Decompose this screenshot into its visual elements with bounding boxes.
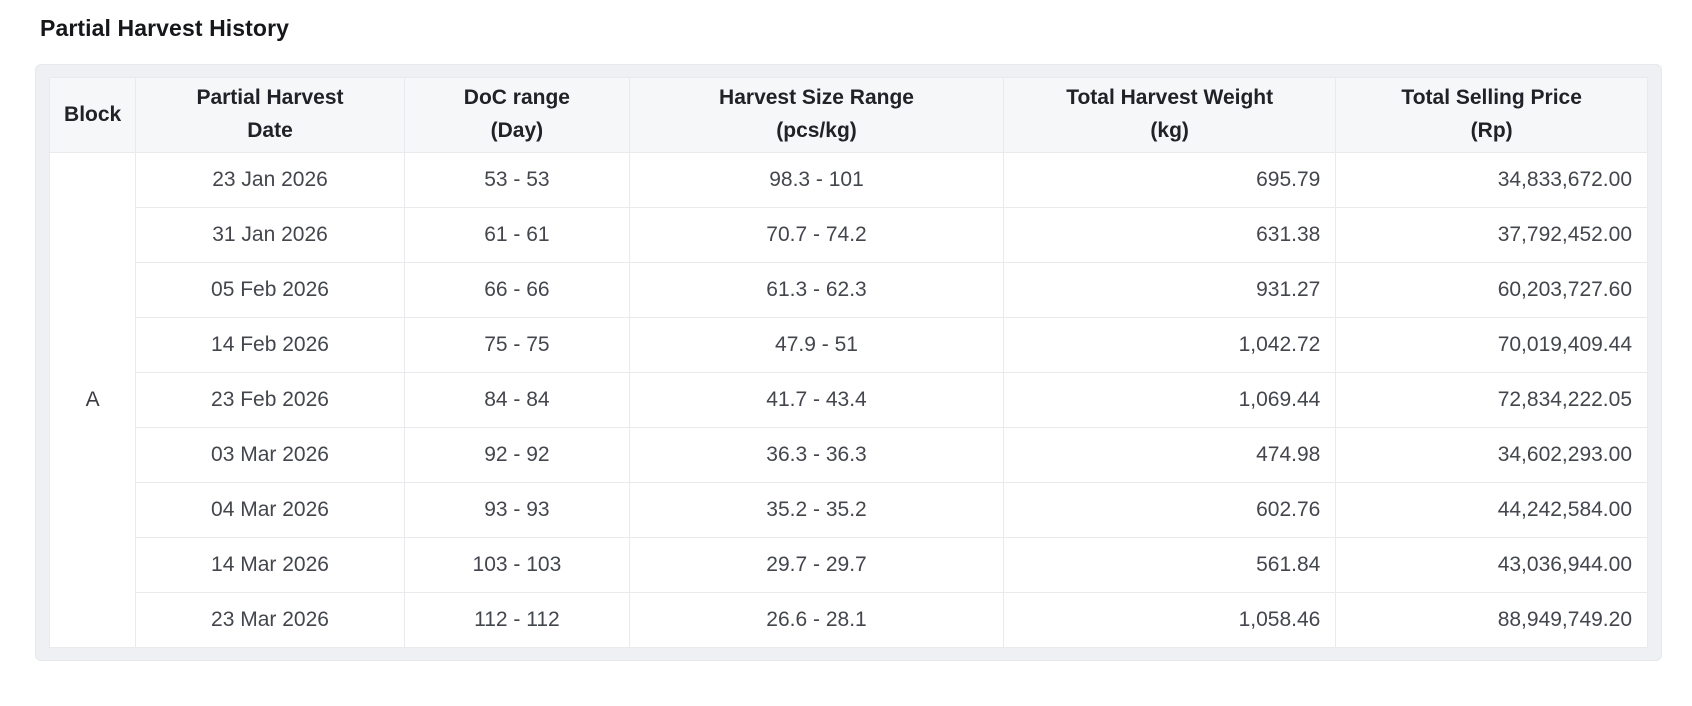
price-cell: 34,602,293.00: [1335, 427, 1648, 483]
size-range-cell: 29.7 - 29.7: [629, 537, 1004, 593]
size-range-cell: 26.6 - 28.1: [629, 592, 1004, 648]
date-cell: 05 Feb 2026: [135, 262, 405, 318]
size-range-cell: 98.3 - 101: [629, 152, 1004, 208]
doc-range-cell: 75 - 75: [403, 317, 631, 373]
block-cell: A: [48, 152, 137, 648]
table-row: A 23 Jan 2026 53 - 53 98.3 - 101 695.79 …: [48, 152, 1648, 648]
price-cell: 37,792,452.00: [1335, 207, 1648, 263]
weight-cell: 1,042.72: [1002, 317, 1337, 373]
column-header-weight: Total Harvest Weight (kg): [1002, 77, 1337, 153]
price-cell: 70,019,409.44: [1335, 317, 1648, 373]
price-cell: 72,834,222.05: [1335, 372, 1648, 428]
weight-cell: 474.98: [1002, 427, 1337, 483]
table-row: 04 Mar 2026 93 - 93 35.2 - 35.2 602.76 4…: [50, 482, 1648, 538]
doc-range-cell: 112 - 112: [403, 592, 631, 648]
table-row: 23 Feb 2026 84 - 84 41.7 - 43.4 1,069.44…: [50, 372, 1648, 428]
date-cell: 31 Jan 2026: [135, 207, 405, 263]
doc-range-cell: 84 - 84: [403, 372, 631, 428]
doc-range-cell: 92 - 92: [403, 427, 631, 483]
size-range-cell: 35.2 - 35.2: [629, 482, 1004, 538]
weight-cell: 1,058.46: [1002, 592, 1337, 648]
price-cell: 60,203,727.60: [1335, 262, 1648, 318]
column-header-block: Block: [48, 77, 137, 153]
date-cell: 23 Feb 2026: [135, 372, 405, 428]
doc-range-cell: 53 - 53: [403, 152, 631, 208]
table-row: 03 Mar 2026 92 - 92 36.3 - 36.3 474.98 3…: [50, 427, 1648, 483]
date-cell: 14 Feb 2026: [135, 317, 405, 373]
date-cell: 04 Mar 2026: [135, 482, 405, 538]
doc-range-cell: 66 - 66: [403, 262, 631, 318]
partial-harvest-table: Block Partial Harvest Date DoC range (Da…: [48, 77, 1648, 648]
date-cell: 03 Mar 2026: [135, 427, 405, 483]
weight-cell: 931.27: [1002, 262, 1337, 318]
doc-range-cell: 61 - 61: [403, 207, 631, 263]
table-row: 14 Mar 2026 103 - 103 29.7 - 29.7 561.84…: [50, 537, 1648, 593]
price-cell: 43,036,944.00: [1335, 537, 1648, 593]
column-header-size-range: Harvest Size Range (pcs/kg): [629, 77, 1004, 153]
size-range-cell: 36.3 - 36.3: [629, 427, 1004, 483]
harvest-table-frame: Block Partial Harvest Date DoC range (Da…: [35, 64, 1662, 661]
weight-cell: 631.38: [1002, 207, 1337, 263]
table-header: Block Partial Harvest Date DoC range (Da…: [48, 77, 1648, 153]
doc-range-cell: 93 - 93: [403, 482, 631, 538]
column-header-date: Partial Harvest Date: [135, 77, 405, 153]
date-cell: 14 Mar 2026: [135, 537, 405, 593]
table-row: 23 Mar 2026 112 - 112 26.6 - 28.1 1,058.…: [50, 592, 1648, 648]
size-range-cell: 41.7 - 43.4: [629, 372, 1004, 428]
table-row: 14 Feb 2026 75 - 75 47.9 - 51 1,042.72 7…: [50, 317, 1648, 373]
table-row: 05 Feb 2026 66 - 66 61.3 - 62.3 931.27 6…: [50, 262, 1648, 318]
date-cell: 23 Jan 2026: [135, 152, 405, 208]
weight-cell: 695.79: [1002, 152, 1337, 208]
date-cell: 23 Mar 2026: [135, 592, 405, 648]
size-range-cell: 47.9 - 51: [629, 317, 1004, 373]
column-header-price: Total Selling Price (Rp): [1335, 77, 1648, 153]
price-cell: 88,949,749.20: [1335, 592, 1648, 648]
doc-range-cell: 103 - 103: [403, 537, 631, 593]
header-row: Block Partial Harvest Date DoC range (Da…: [48, 77, 1648, 153]
size-range-cell: 61.3 - 62.3: [629, 262, 1004, 318]
table-row: 31 Jan 2026 61 - 61 70.7 - 74.2 631.38 3…: [50, 207, 1648, 263]
weight-cell: 1,069.44: [1002, 372, 1337, 428]
weight-cell: 561.84: [1002, 537, 1337, 593]
price-cell: 34,833,672.00: [1335, 152, 1648, 208]
size-range-cell: 70.7 - 74.2: [629, 207, 1004, 263]
price-cell: 44,242,584.00: [1335, 482, 1648, 538]
column-header-doc-range: DoC range (Day): [403, 77, 631, 153]
page-title: Partial Harvest History: [40, 15, 290, 41]
table-body: A 23 Jan 2026 53 - 53 98.3 - 101 695.79 …: [48, 152, 1648, 648]
weight-cell: 602.76: [1002, 482, 1337, 538]
